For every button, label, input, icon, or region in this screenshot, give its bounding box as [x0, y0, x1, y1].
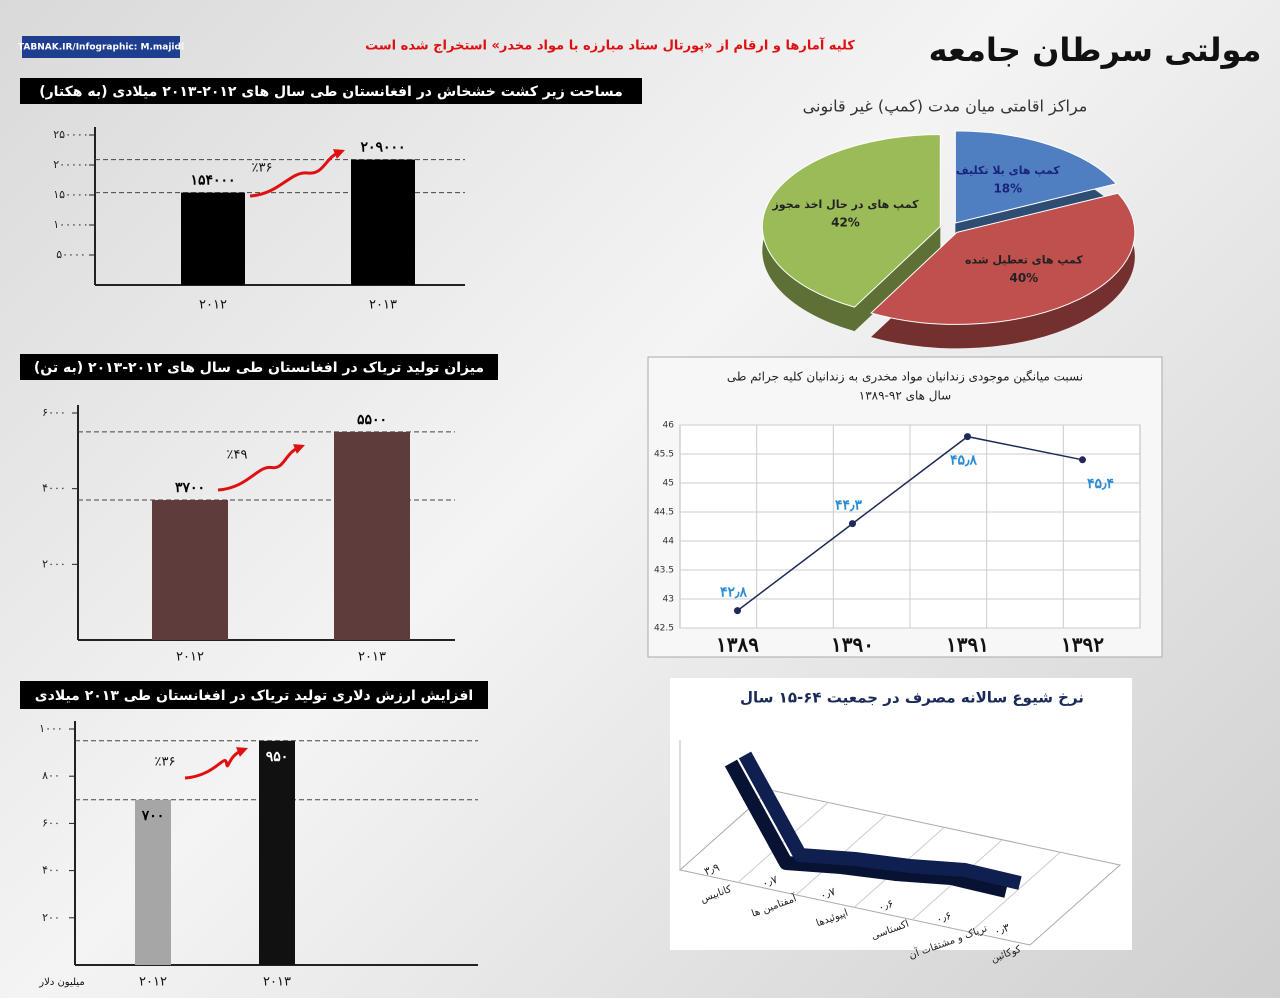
- x-tick-label: ۲۰۱۳: [358, 650, 386, 665]
- value-label: ۹۵۰: [266, 749, 289, 765]
- bar: [181, 192, 245, 285]
- x-tick-label: ۲۰۱۳: [369, 298, 397, 313]
- bar: [259, 740, 295, 965]
- y-tick-label: ۴۰۰: [42, 864, 60, 877]
- y-tick-label: ۲۰۰۰۰۰: [53, 158, 88, 171]
- y-tick-label: ۲۵۰۰۰۰: [53, 128, 88, 141]
- x-tick-label: ۱۳۹۱: [946, 633, 989, 657]
- arrow-head: [293, 444, 305, 454]
- source-note: کلیه آمارها و ارقام از «پورتال ستاد مبار…: [365, 37, 855, 54]
- x-tick-label: ۲۰۱۳: [263, 975, 291, 990]
- title-box: [20, 354, 498, 380]
- chart-title: میزان تولید تریاک در افغانستان طی سال ها…: [34, 360, 484, 376]
- line-point: [849, 520, 856, 528]
- ribbon-panel: [670, 678, 1132, 950]
- line-point: [734, 607, 741, 615]
- floor-grid: [737, 802, 829, 883]
- slice-value: 18%: [993, 182, 1022, 196]
- y-tick-label: 43: [663, 595, 674, 605]
- y-tick-label: ۶۰۰: [42, 816, 60, 829]
- slice-value: 42%: [831, 215, 860, 229]
- value-label: ۰٫۶: [934, 909, 953, 926]
- value-label: ۷۰۰: [141, 808, 165, 824]
- annotation: ٪۳۶: [252, 161, 273, 176]
- y-tick-label: 44: [663, 537, 675, 547]
- value-label: ۰٫۷: [760, 873, 779, 891]
- pie-slice: [954, 130, 1118, 224]
- arrow-head: [236, 747, 248, 757]
- chart-title: مساحت زیر کشت خشخاش در افغانستان طی سال …: [39, 84, 623, 100]
- y-tick-label: ۲۰۰: [42, 911, 60, 924]
- value-label: ۴۵٫۴: [1087, 476, 1114, 492]
- value-label: ۳٫۹: [702, 861, 721, 879]
- chart-title: نسبت میانگین موجودی زندانیان مواد مخدری …: [727, 370, 1083, 385]
- trend-arrow: [184, 748, 245, 780]
- chart-title: سال های ۹۲-۱۳۸۹: [859, 389, 951, 403]
- x-tick-label: ۲۰۱۲: [176, 650, 204, 665]
- value-label: ۵۵۰۰: [357, 412, 387, 428]
- value-label: ۴۵٫۸: [950, 453, 978, 469]
- y-tick-label: ۱۰۰۰۰۰: [53, 218, 88, 231]
- y-tick-label: 45.5: [654, 450, 674, 460]
- y-tick-label: 42.5: [654, 624, 674, 634]
- value-label: ۰٫۷: [818, 885, 837, 903]
- y-axis-label: میلیون دلار: [38, 977, 84, 988]
- chart-title: مراکز اقامتی میان مدت (کمپ) غیر قانونی: [803, 97, 1088, 117]
- y-tick-label: 43.5: [654, 566, 674, 576]
- pie-slice: [870, 192, 1136, 325]
- y-tick-label: 46: [663, 421, 675, 431]
- value-label: ۰٫۶: [876, 897, 895, 914]
- logo-box: [22, 36, 180, 58]
- x-tick-label: ۲۰۱۲: [139, 975, 167, 990]
- slice-label: کمپ های تعطیل شده: [965, 253, 1083, 266]
- pie-slice: [761, 134, 941, 308]
- floor-grid: [969, 852, 1061, 933]
- value-label: ۱۵۴۰۰۰: [190, 173, 235, 189]
- y-tick-label: ۲۰۰۰: [42, 557, 66, 570]
- y-tick-label: ۴۰۰۰: [42, 482, 66, 495]
- line-point: [1079, 456, 1086, 464]
- value-label: ۰٫۳: [992, 921, 1011, 939]
- value-label: ۴۴٫۳: [835, 498, 863, 514]
- line-point: [964, 433, 971, 441]
- logo: TABNAK.IR/Infographic: M.majidi: [18, 43, 184, 53]
- x-tick-label: ۱۳۸۹: [716, 633, 759, 657]
- trend-arrow: [249, 150, 342, 198]
- y-tick-label: ۱۵۰۰۰۰: [53, 188, 88, 201]
- floor: [678, 789, 1122, 946]
- page-title: مولتی سرطان جامعه: [929, 31, 1262, 69]
- bar: [351, 159, 415, 285]
- trend-arrow: [217, 445, 302, 492]
- bar: [152, 500, 228, 640]
- slice-value: 40%: [1009, 271, 1038, 285]
- bar: [135, 799, 171, 965]
- value-label: ۲۰۹۰۰۰: [360, 140, 405, 156]
- y-tick-label: ۵۰۰۰۰: [56, 248, 86, 261]
- value-label: ۳۷۰۰: [175, 480, 205, 496]
- title-box: [20, 681, 488, 709]
- slice-label: کمپ های در حال اخذ مجوز: [771, 198, 919, 211]
- y-tick-label: 45: [663, 479, 674, 489]
- ribbon-side: [724, 759, 1008, 898]
- y-tick-label: ۶۰۰۰: [42, 406, 66, 419]
- x-tick-label: ۱۳۹۰: [831, 633, 874, 657]
- ribbon: [738, 751, 1022, 890]
- annotation: ٪۴۹: [227, 448, 248, 463]
- arrow-head: [333, 149, 345, 159]
- slice-label: کمپ های بلا تکلیف: [956, 164, 1060, 177]
- chart-title: افزایش ارزش دلاری تولید تریاک در افغانست…: [35, 688, 473, 704]
- y-tick-label: ۱۰۰۰: [39, 722, 63, 735]
- y-tick-label: ۸۰۰: [42, 769, 60, 782]
- chart-title: نرخ شیوع سالانه مصرف در جمعیت ۶۴-۱۵ سال: [740, 689, 1084, 707]
- annotation: ٪۳۶: [155, 755, 176, 770]
- title-box: [20, 78, 642, 104]
- value-label: ۴۲٫۸: [720, 585, 748, 601]
- bar: [334, 431, 410, 640]
- x-tick-label: ۲۰۱۲: [199, 298, 227, 313]
- x-tick-label: ۱۳۹۲: [1061, 633, 1104, 657]
- line-series: [737, 435, 1083, 612]
- y-tick-label: 44.5: [654, 508, 674, 518]
